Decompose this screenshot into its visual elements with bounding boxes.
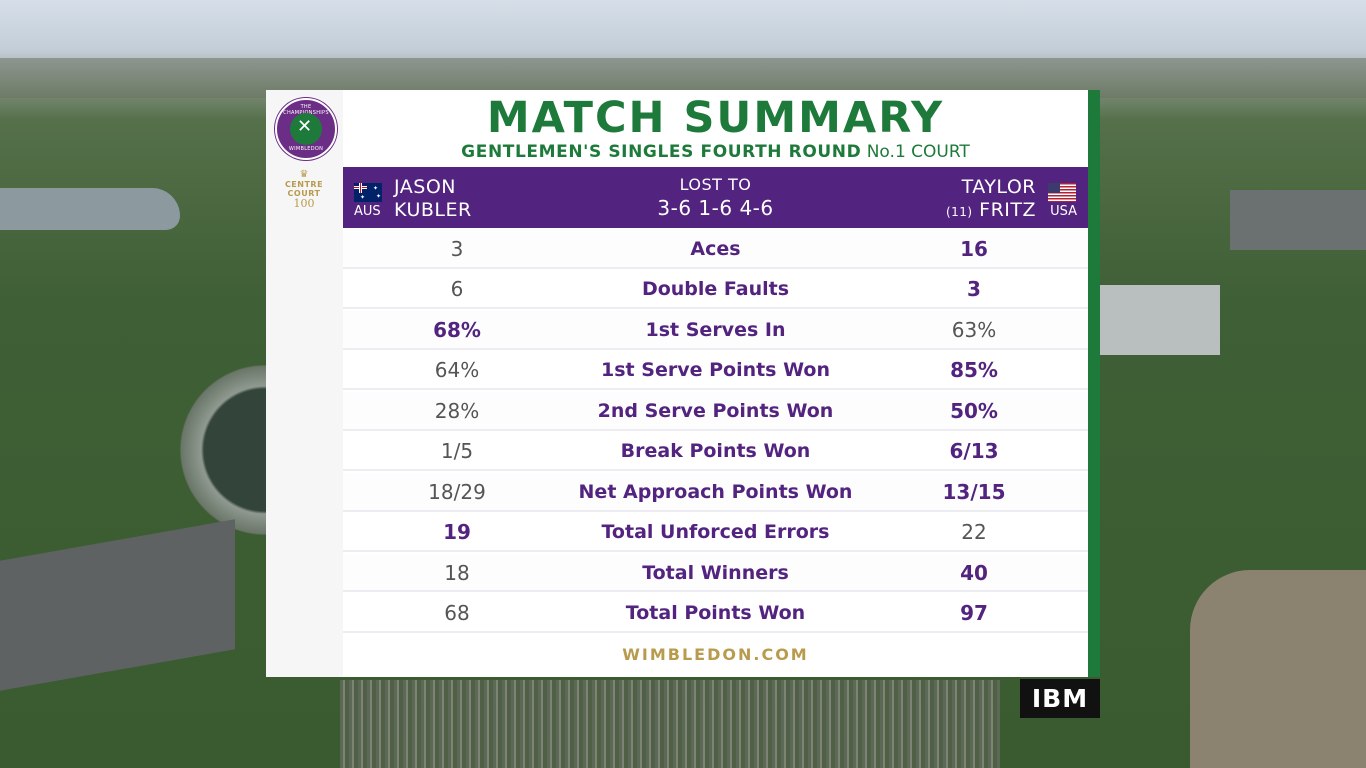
court-name: No.1 COURT (866, 142, 970, 162)
left-player-stat: 3 (450, 237, 464, 261)
centre-court-line2: COURT (287, 189, 321, 198)
logo-emblem (290, 113, 322, 145)
players-header: ✦ ✦ ✦ AUS JASON KUBLER LOST TO 3-6 1-6 4… (343, 167, 1088, 228)
stats-table: 3 Aces 16 6 Double Faults 3 68% 1st Serves In 63… (343, 230, 1088, 635)
left-player-stat: 68 (444, 601, 470, 626)
right-player-stat: 6/13 (949, 439, 999, 464)
centre-court-100-badge: ♛ CENTRE COURT 100 (275, 170, 333, 210)
wimbledon-logo: THE CHAMPIONSHIPS ✕ WIMBLEDON (275, 98, 337, 160)
stat-label: 1st Serve Points Won (601, 359, 830, 382)
stat-label: Double Faults (641, 278, 790, 301)
background-building (1230, 190, 1366, 250)
stat-label: Break Points Won (620, 440, 811, 463)
right-player-country: USA (1050, 204, 1077, 219)
centre-court-line1: CENTRE (284, 180, 324, 189)
centre-court-number: 100 (293, 197, 315, 210)
right-player-stat: 3 (967, 277, 981, 302)
branding-panel: THE CHAMPIONSHIPS ✕ WIMBLEDON ♛ CENTRE C… (266, 90, 343, 677)
stat-row: 28% 2nd Serve Points Won 50% (343, 391, 1088, 431)
event-name: GENTLEMEN'S SINGLES FOURTH ROUND (461, 142, 862, 162)
ibm-logo: IBM (1020, 679, 1100, 718)
right-player-stat: 50% (950, 398, 998, 423)
event-subtitle: GENTLEMEN'S SINGLES FOURTH ROUND No.1 CO… (343, 141, 1088, 163)
crossed-rackets-icon: ✕ (297, 116, 313, 137)
logo-bottom-text: WIMBLEDON (288, 146, 324, 152)
right-player-stat: 13/15 (942, 479, 1006, 504)
left-player-stat: 64% (434, 358, 480, 383)
right-player-stat: 63% (951, 317, 997, 342)
australia-flag-icon: ✦ ✦ ✦ (354, 183, 382, 202)
stat-label: Aces (690, 238, 741, 260)
page-title: MATCH SUMMARY (486, 93, 945, 143)
left-player-last-name: KUBLER (394, 199, 472, 221)
stat-row: 68 Total Points Won 97 (343, 594, 1088, 633)
background-crowd (340, 680, 1000, 768)
stat-row: 1/5 Break Points Won 6/13 (343, 432, 1088, 472)
stat-row: 64% 1st Serve Points Won 85% (343, 351, 1088, 391)
stat-label: Total Winners (642, 561, 789, 584)
stat-row: 68% 1st Serves In 63% (343, 310, 1088, 350)
right-player-stat: 85% (950, 358, 998, 383)
left-player-name: JASON KUBLER (394, 176, 472, 222)
right-player-first-name: TAYLOR (961, 176, 1036, 198)
stat-row: 6 Double Faults 3 (343, 270, 1088, 310)
stat-label: Net Approach Points Won (578, 480, 853, 503)
stat-label: Total Points Won (625, 602, 806, 625)
right-player-stat: 40 (960, 560, 988, 585)
background-roof (0, 519, 235, 691)
background-path (1190, 570, 1366, 768)
stat-row: 18/29 Net Approach Points Won 13/15 (343, 472, 1088, 512)
right-player-stat: 16 (960, 237, 988, 261)
stat-label: 2nd Serve Points Won (597, 399, 834, 422)
stat-row: 3 Aces 16 (343, 230, 1088, 269)
right-player-last-name: FRITZ (979, 199, 1036, 221)
left-player-stat: 1/5 (440, 439, 474, 464)
background-building (1100, 285, 1220, 355)
right-player-seed: (11) (945, 205, 973, 219)
stat-row: 18 Total Winners 40 (343, 553, 1088, 593)
usa-flag-icon (1048, 183, 1076, 202)
stat-label: 1st Serves In (645, 318, 786, 341)
left-player-stat: 19 (443, 520, 471, 545)
left-player-stat: 18 (444, 560, 470, 585)
match-result: LOST TO 3-6 1-6 4-6 (343, 175, 1088, 221)
right-player-stat: 97 (960, 601, 988, 626)
left-player-stat: 68% (433, 317, 481, 342)
match-summary-board: THE CHAMPIONSHIPS ✕ WIMBLEDON ♛ CENTRE C… (266, 90, 1088, 677)
left-player-stat: 18/29 (428, 479, 486, 504)
result-label: LOST TO (679, 175, 752, 194)
crown-icon: ♛ (299, 169, 309, 180)
stat-label: Total Unforced Errors (601, 521, 830, 544)
match-score: 3-6 1-6 4-6 (657, 196, 774, 220)
left-player-stat: 28% (434, 398, 480, 423)
right-player-stat: 22 (961, 520, 987, 545)
summary-main: MATCH SUMMARY GENTLEMEN'S SINGLES FOURTH… (343, 90, 1088, 677)
website-footer: WIMBLEDON.COM (622, 645, 809, 664)
right-player-name: TAYLOR (11) FRITZ (946, 176, 1036, 224)
left-player-country: AUS (354, 204, 381, 219)
green-accent-edge (1088, 90, 1100, 677)
left-player-first-name: JASON (394, 176, 456, 198)
background-lake (0, 188, 180, 230)
stat-row: 19 Total Unforced Errors 22 (343, 513, 1088, 552)
left-player-stat: 6 (450, 277, 464, 302)
